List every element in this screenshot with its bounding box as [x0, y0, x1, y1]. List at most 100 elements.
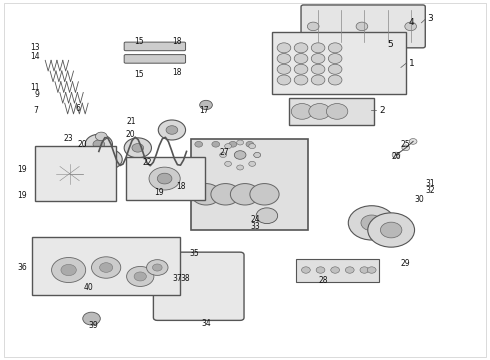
FancyBboxPatch shape — [34, 146, 116, 202]
Text: 21: 21 — [126, 117, 136, 126]
Text: 4: 4 — [408, 18, 414, 27]
Circle shape — [311, 43, 325, 53]
FancyBboxPatch shape — [301, 5, 425, 48]
Circle shape — [134, 272, 147, 281]
Circle shape — [83, 312, 100, 325]
Circle shape — [277, 75, 291, 85]
Circle shape — [85, 134, 113, 154]
Text: 32: 32 — [425, 186, 435, 195]
Circle shape — [294, 43, 308, 53]
Circle shape — [368, 267, 376, 273]
Circle shape — [361, 215, 382, 231]
Circle shape — [348, 206, 395, 240]
Circle shape — [294, 75, 308, 85]
Circle shape — [345, 267, 354, 273]
Text: 15: 15 — [134, 70, 144, 79]
Text: 37: 37 — [172, 274, 182, 283]
Circle shape — [249, 144, 256, 149]
Circle shape — [195, 141, 202, 147]
Text: 23: 23 — [64, 134, 74, 143]
Text: 30: 30 — [414, 195, 424, 204]
Circle shape — [220, 153, 226, 157]
Text: 7: 7 — [33, 106, 38, 115]
Circle shape — [402, 145, 410, 151]
Circle shape — [368, 213, 415, 247]
Text: 29: 29 — [401, 260, 411, 269]
Text: 6: 6 — [75, 104, 80, 113]
Circle shape — [92, 257, 121, 278]
Circle shape — [392, 152, 400, 158]
Text: 25: 25 — [401, 140, 411, 149]
Circle shape — [224, 161, 231, 166]
Circle shape — [328, 54, 342, 64]
Text: 5: 5 — [388, 40, 393, 49]
Circle shape — [328, 75, 342, 85]
Circle shape — [147, 260, 168, 275]
Text: 2: 2 — [379, 106, 385, 115]
Text: 19: 19 — [17, 191, 27, 200]
Text: 40: 40 — [83, 283, 93, 292]
Circle shape — [237, 140, 244, 145]
Circle shape — [326, 104, 348, 119]
Circle shape — [311, 64, 325, 74]
FancyBboxPatch shape — [153, 252, 244, 320]
Circle shape — [234, 151, 246, 159]
Circle shape — [405, 22, 416, 31]
Circle shape — [254, 153, 261, 157]
Circle shape — [294, 54, 308, 64]
Circle shape — [237, 165, 244, 170]
Text: 36: 36 — [17, 263, 27, 272]
Circle shape — [301, 267, 310, 273]
Circle shape — [360, 267, 369, 273]
Text: 27: 27 — [220, 148, 229, 157]
FancyBboxPatch shape — [192, 139, 308, 230]
Circle shape — [256, 208, 278, 224]
Circle shape — [409, 139, 417, 144]
Circle shape — [291, 104, 313, 119]
Circle shape — [152, 264, 162, 271]
Circle shape — [200, 100, 212, 110]
Circle shape — [311, 54, 325, 64]
Circle shape — [277, 54, 291, 64]
Text: 20: 20 — [125, 130, 135, 139]
FancyBboxPatch shape — [125, 157, 204, 200]
Circle shape — [149, 167, 180, 190]
Text: 13: 13 — [30, 43, 39, 52]
Circle shape — [212, 141, 220, 147]
Circle shape — [157, 173, 172, 184]
Circle shape — [246, 141, 254, 147]
Text: 18: 18 — [176, 182, 185, 191]
Text: 15: 15 — [134, 37, 144, 46]
Circle shape — [96, 132, 107, 141]
Circle shape — [331, 267, 340, 273]
Text: 14: 14 — [30, 52, 39, 61]
Circle shape — [95, 149, 122, 169]
Text: 19: 19 — [154, 188, 164, 197]
Text: 22: 22 — [143, 158, 152, 167]
Circle shape — [61, 264, 76, 276]
Text: 33: 33 — [251, 222, 261, 231]
FancyBboxPatch shape — [124, 42, 186, 51]
Circle shape — [277, 43, 291, 53]
Text: 11: 11 — [30, 83, 39, 92]
Text: 38: 38 — [181, 274, 190, 283]
FancyBboxPatch shape — [289, 98, 374, 125]
Text: 39: 39 — [88, 321, 98, 330]
Circle shape — [328, 43, 342, 53]
Circle shape — [51, 257, 86, 283]
Text: 19: 19 — [17, 165, 27, 174]
Circle shape — [192, 184, 220, 205]
Text: 34: 34 — [202, 319, 211, 328]
Text: 28: 28 — [318, 275, 328, 284]
Circle shape — [380, 222, 402, 238]
Circle shape — [294, 64, 308, 74]
Circle shape — [309, 104, 330, 119]
Circle shape — [124, 138, 151, 158]
Text: 35: 35 — [190, 249, 199, 258]
Circle shape — [93, 140, 105, 149]
Circle shape — [316, 267, 325, 273]
Circle shape — [277, 64, 291, 74]
Circle shape — [230, 184, 260, 205]
Circle shape — [103, 155, 115, 163]
Text: 18: 18 — [172, 68, 181, 77]
